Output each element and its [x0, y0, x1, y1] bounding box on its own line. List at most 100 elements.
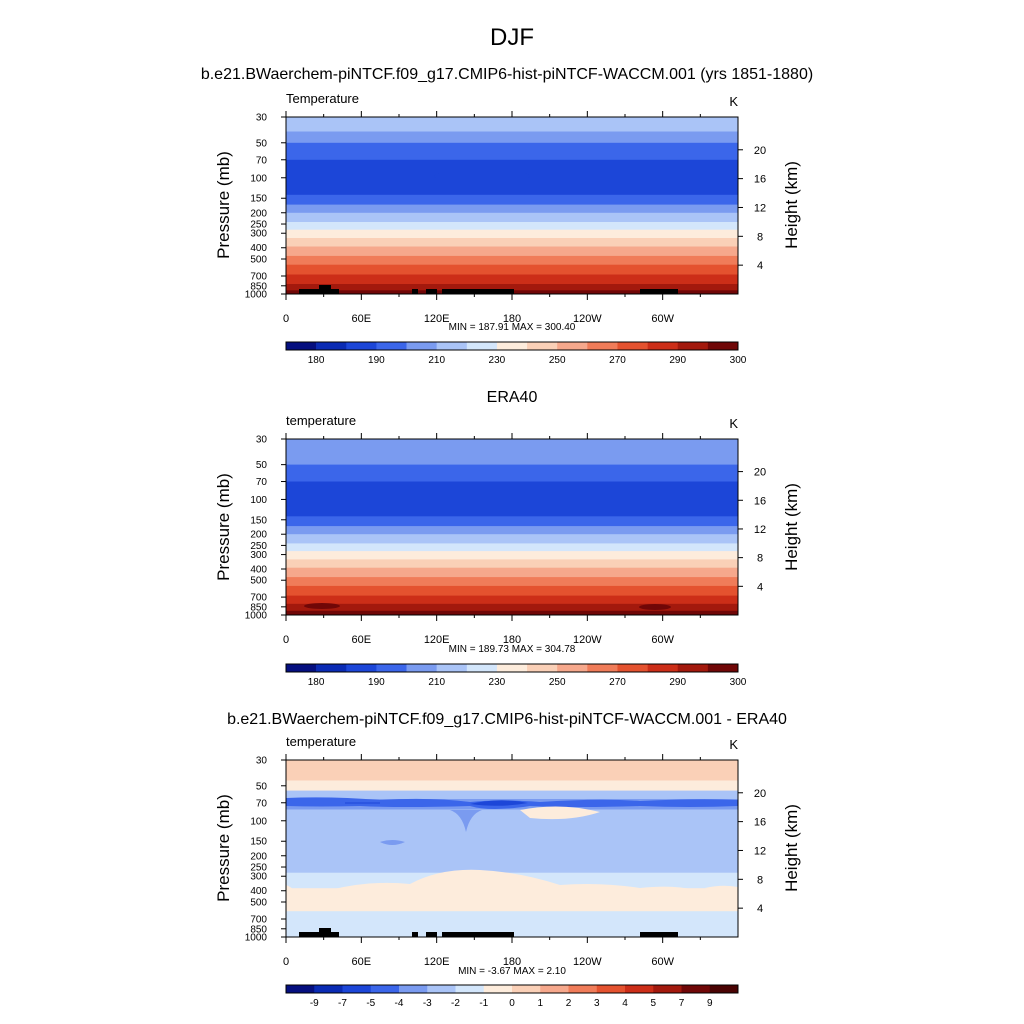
y-tick-label: 200	[250, 851, 267, 862]
panel-difference: b.e21.BWaerchem-piNTCF.f09_g17.CMIP6-his…	[214, 711, 801, 1009]
y-right-tick-label: 12	[754, 202, 766, 214]
x-tick-label: 60E	[352, 956, 372, 968]
x-tick-label: 0	[283, 956, 289, 968]
colorbar-swatch	[346, 342, 377, 350]
y-right-tick-label: 4	[757, 260, 763, 272]
colorbar-label: 2	[566, 998, 572, 1009]
min-max-stats: MIN = 189.73 MAX = 304.78	[449, 644, 576, 655]
y-tick-label: 30	[256, 113, 268, 124]
colorbar-swatch	[483, 985, 513, 993]
contour-band	[286, 274, 738, 285]
y-right-tick-label: 12	[754, 524, 766, 536]
y-tick-label: 700	[250, 914, 267, 925]
colorbar-label: 250	[549, 677, 566, 688]
colorbar-frame	[285, 663, 739, 673]
colorbar-swatch	[436, 342, 468, 350]
colorbar-swatch	[286, 664, 317, 672]
y-tick-label: 700	[250, 271, 267, 282]
x-tick-label: 60E	[352, 634, 372, 646]
colorbar-swatch	[436, 664, 468, 672]
y-axis-right-label: Height (km)	[782, 161, 801, 249]
colorbar-swatch	[587, 664, 618, 672]
min-max-stats: MIN = 187.91 MAX = 300.40	[449, 322, 576, 333]
colorbar-label: 0	[509, 998, 515, 1009]
colorbar-label: 7	[679, 998, 685, 1009]
strong-cold-anomaly-contour	[470, 800, 528, 806]
min-max-stats: MIN = -3.67 MAX = 2.10	[458, 966, 566, 977]
colorbar-label: -9	[310, 998, 319, 1009]
x-axis: 0 60E 120E 180 120W 60W	[283, 111, 701, 325]
y-tick-label: 850	[250, 281, 267, 292]
y-axis-right-label: Height (km)	[782, 804, 801, 892]
panel-era40: ERA40 temperature K 0 60E 120E 180 120W 60W 3…	[214, 389, 801, 688]
colorbar-label: -2	[451, 998, 460, 1009]
colorbar-swatch	[617, 664, 648, 672]
contour-band	[286, 159, 738, 179]
panel-units: K	[729, 737, 738, 752]
y-tick-label: 300	[250, 550, 267, 561]
colorbar-swatch	[617, 342, 648, 350]
cold-dip-contour	[450, 810, 482, 832]
colorbar-swatch	[427, 985, 456, 993]
colorbar-swatch	[527, 342, 558, 350]
y-tick-label: 1000	[245, 611, 268, 622]
y-tick-label: 200	[250, 208, 267, 219]
x-tick-label: 120E	[424, 313, 450, 325]
colorbar-swatch	[677, 342, 709, 350]
contour-band	[286, 809, 738, 831]
contour-band	[286, 284, 738, 291]
x-tick-label: 60W	[651, 313, 674, 325]
colorbar-label: 210	[428, 677, 445, 688]
warm-anomaly-contour	[286, 885, 294, 896]
colorbar-swatch	[496, 342, 528, 350]
panel-left-label: temperature	[286, 413, 356, 428]
y-tick-label: 400	[250, 243, 267, 254]
y-right-tick-label: 12	[754, 845, 766, 857]
y-tick-label: 1000	[245, 933, 268, 944]
contour-band	[286, 238, 738, 247]
contour-band	[286, 481, 738, 500]
x-tick-label: 60E	[352, 313, 372, 325]
colorbar-swatch	[707, 664, 739, 672]
y-tick-label: 1000	[245, 290, 268, 301]
panel-model: b.e21.BWaerchem-piNTCF.f09_g17.CMIP6-his…	[201, 66, 813, 366]
y-axis-label: Pressure (mb)	[214, 794, 233, 902]
y-tick-label: 500	[250, 576, 267, 587]
y-tick-label: 30	[256, 435, 268, 446]
y-tick-label: 400	[250, 565, 267, 576]
x-tick-label: 0	[283, 313, 289, 325]
contour-bands	[286, 760, 738, 937]
colorbar-swatch	[314, 985, 343, 993]
warm-anomaly-contour	[286, 760, 738, 774]
colorbar-swatch	[316, 342, 347, 350]
y-tick-label: 700	[250, 593, 267, 604]
colorbar-swatch	[681, 985, 711, 993]
y-tick-label: 150	[250, 837, 267, 848]
warm-surface-contour	[304, 603, 340, 609]
contour-band	[286, 264, 738, 276]
contour-band	[286, 229, 738, 239]
colorbar-label: -3	[423, 998, 432, 1009]
contour-band	[286, 585, 738, 597]
colorbar-label: 230	[489, 355, 506, 366]
warm-anomaly-contour	[330, 869, 700, 910]
x-tick-label: 180	[503, 634, 521, 646]
y-axis-height: 20 16 12 8 4	[738, 467, 766, 593]
colorbar-label: 180	[308, 355, 325, 366]
contour-band	[286, 255, 738, 266]
y-right-tick-label: 4	[757, 581, 763, 593]
contour-band	[286, 830, 738, 857]
y-right-tick-label: 4	[757, 903, 763, 915]
y-tick-label: 70	[256, 477, 268, 488]
y-tick-label: 850	[250, 602, 267, 613]
colorbar-label: 3	[594, 998, 600, 1009]
y-tick-label: 50	[256, 781, 268, 792]
colorbar-swatch	[466, 664, 498, 672]
y-axis-height: 20 16 12 8 4	[738, 145, 766, 272]
panel-title: b.e21.BWaerchem-piNTCF.f09_g17.CMIP6-his…	[201, 66, 813, 83]
panel-title: ERA40	[487, 389, 538, 406]
contour-band	[286, 603, 738, 612]
colorbar-swatch	[512, 985, 541, 993]
contour-band	[286, 567, 738, 578]
colorbar-label: 300	[730, 677, 747, 688]
